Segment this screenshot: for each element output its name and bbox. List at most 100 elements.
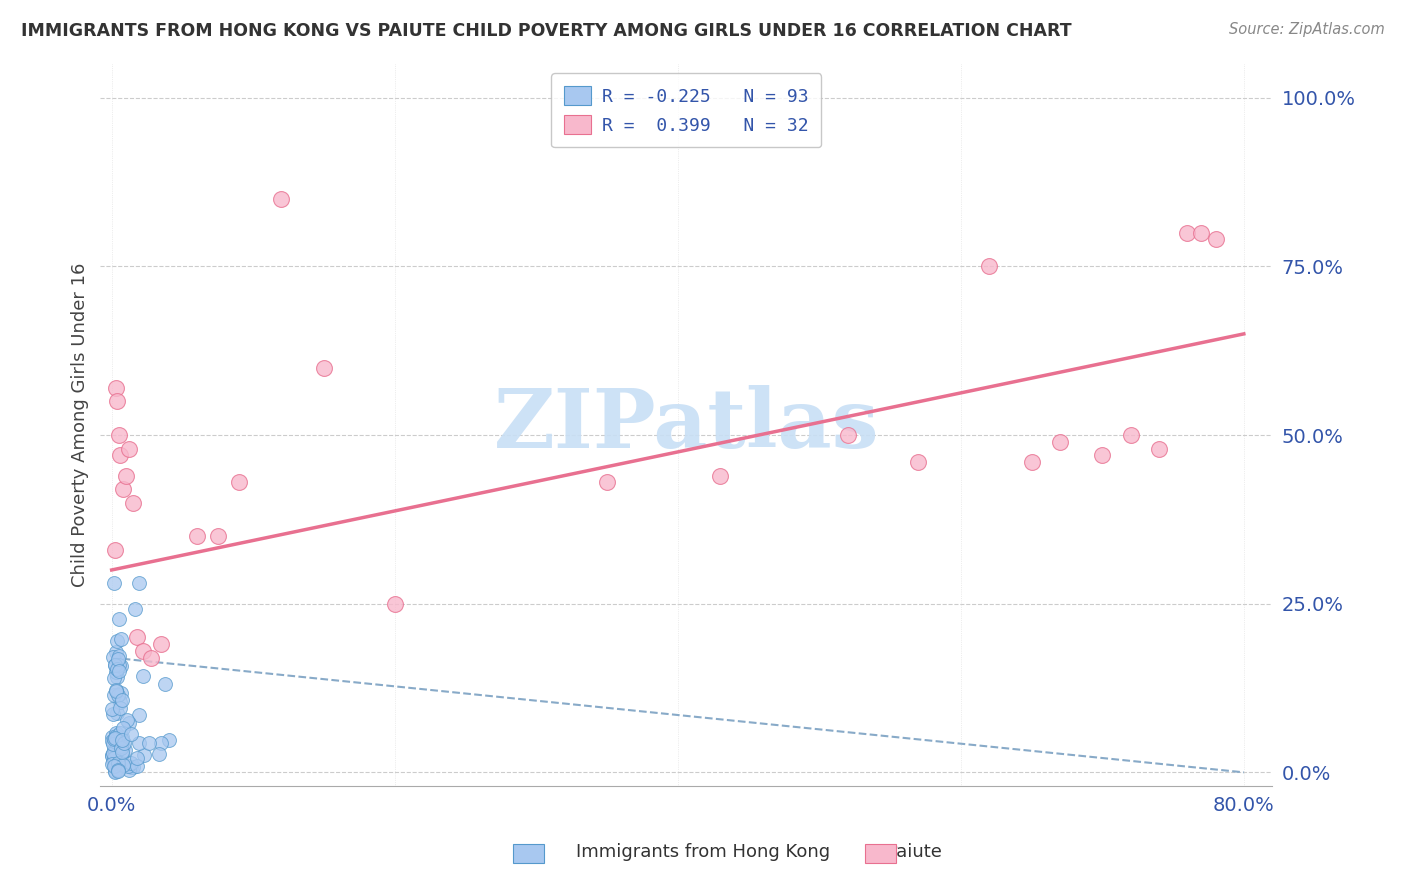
Point <box>132 644 155 658</box>
Point <box>105 662 128 676</box>
Point <box>1147 442 1170 456</box>
Point <box>132 668 155 682</box>
Point <box>104 744 127 758</box>
Point <box>127 751 149 765</box>
Point <box>110 726 132 740</box>
Point <box>149 736 172 750</box>
Point <box>115 713 138 727</box>
Point <box>103 750 125 764</box>
Point <box>104 758 127 772</box>
Point <box>110 632 132 646</box>
Point <box>104 733 127 747</box>
Point <box>105 726 128 740</box>
Point <box>186 529 208 543</box>
Point <box>1021 455 1043 469</box>
Point <box>110 740 132 755</box>
Point <box>111 722 134 736</box>
Point <box>153 676 176 690</box>
Point <box>150 637 173 651</box>
Point <box>118 716 141 731</box>
Point <box>120 756 142 771</box>
Point <box>101 746 124 760</box>
Point <box>107 657 129 672</box>
Point <box>105 670 128 684</box>
Point <box>105 665 128 679</box>
Point <box>112 739 135 753</box>
Point <box>117 758 139 772</box>
Text: Immigrants from Hong Kong: Immigrants from Hong Kong <box>576 843 830 861</box>
Point <box>103 742 125 756</box>
Point <box>104 658 127 673</box>
Point <box>1175 226 1198 240</box>
Point <box>1205 232 1227 246</box>
Text: ZIPatlas: ZIPatlas <box>494 385 879 465</box>
Point <box>103 576 125 591</box>
Point <box>111 745 134 759</box>
Point <box>118 442 141 456</box>
Point <box>101 737 124 751</box>
Point <box>111 733 134 747</box>
Point <box>104 731 127 746</box>
Point <box>103 759 125 773</box>
Point <box>907 455 929 469</box>
Point <box>104 734 127 748</box>
Point <box>104 765 127 780</box>
Text: Source: ZipAtlas.com: Source: ZipAtlas.com <box>1229 22 1385 37</box>
Point <box>114 743 136 757</box>
Point <box>108 695 131 709</box>
Point <box>110 658 132 673</box>
Y-axis label: Child Poverty Among Girls Under 16: Child Poverty Among Girls Under 16 <box>72 263 89 587</box>
Text: Paiute: Paiute <box>886 843 942 861</box>
Point <box>114 468 136 483</box>
Point <box>596 475 619 490</box>
Point <box>104 645 127 659</box>
Point <box>107 652 129 666</box>
Point <box>1189 226 1212 240</box>
Point <box>120 760 142 774</box>
Point <box>101 747 124 762</box>
Point <box>103 688 125 702</box>
Point <box>101 702 124 716</box>
Point <box>127 631 149 645</box>
Point <box>101 733 124 747</box>
Point <box>312 360 335 375</box>
Point <box>103 731 125 746</box>
Point <box>101 749 124 764</box>
Point <box>128 576 150 591</box>
Point <box>112 736 135 750</box>
Point <box>105 732 128 747</box>
Point <box>128 707 150 722</box>
Point <box>105 731 128 745</box>
Point <box>108 611 131 625</box>
Point <box>101 757 124 772</box>
Point <box>384 597 406 611</box>
Point <box>122 760 145 774</box>
Point <box>104 381 127 395</box>
Point <box>101 650 124 665</box>
Point <box>105 732 128 747</box>
Point <box>105 739 128 753</box>
Point <box>124 602 146 616</box>
Point <box>104 682 127 697</box>
Point <box>1091 448 1114 462</box>
Point <box>105 684 128 698</box>
Point <box>103 542 125 557</box>
Point <box>101 730 124 744</box>
Point <box>107 756 129 770</box>
Point <box>104 764 127 778</box>
Point <box>111 693 134 707</box>
Point <box>141 650 163 665</box>
Point <box>138 736 160 750</box>
Point <box>1119 428 1142 442</box>
Point <box>148 747 170 761</box>
Point <box>110 686 132 700</box>
Point <box>709 468 731 483</box>
Point <box>111 482 134 496</box>
Point <box>270 192 292 206</box>
Point <box>1049 434 1071 449</box>
Point <box>107 764 129 778</box>
Point <box>132 748 155 763</box>
Point <box>111 758 134 772</box>
Point <box>228 475 250 490</box>
Point <box>103 754 125 768</box>
